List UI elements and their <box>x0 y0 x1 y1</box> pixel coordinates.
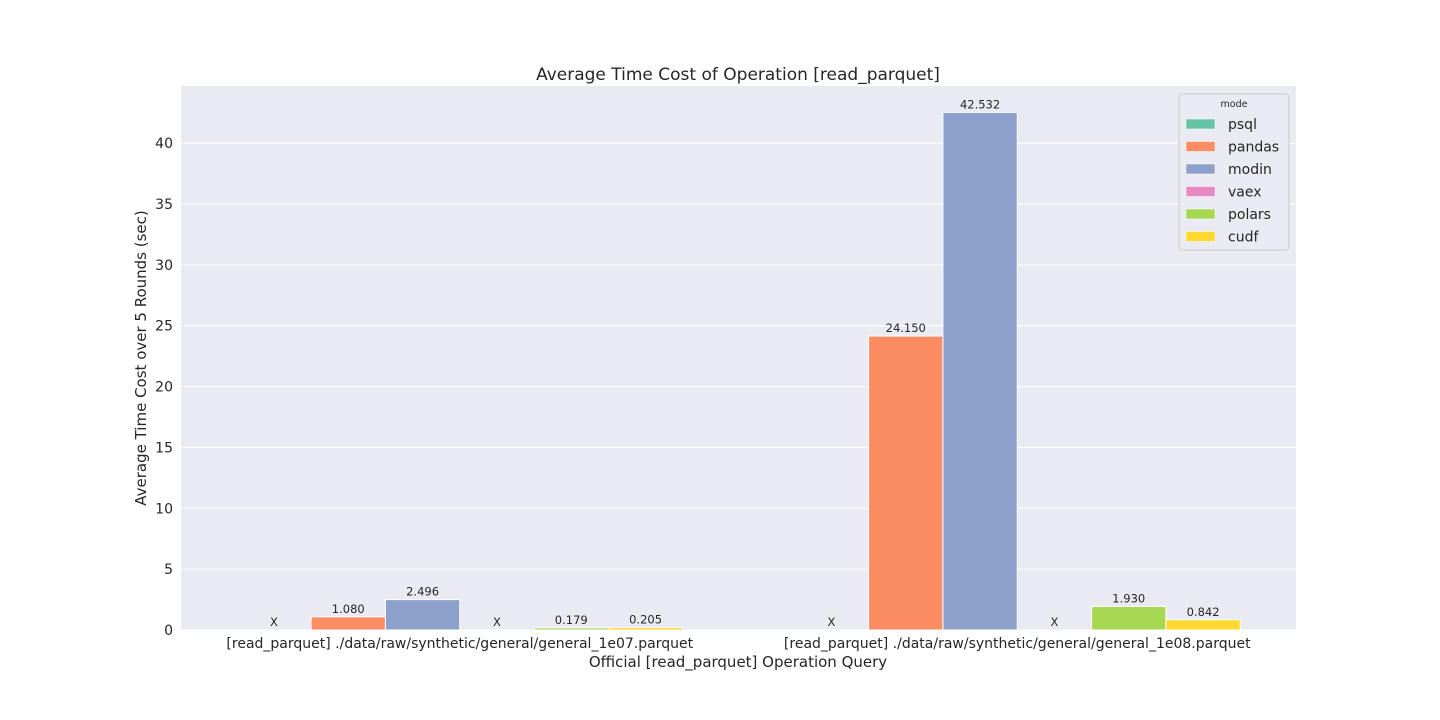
legend-items: psql pandas modin vaex polars cudf <box>1185 117 1279 246</box>
bar-cudf <box>1165 619 1241 631</box>
bar-label: 0.205 <box>629 613 662 627</box>
legend-label-modin: modin <box>1228 162 1272 178</box>
legend: mode psql pandas modin vaex polars cudf <box>1178 93 1290 251</box>
bar-label-missing: X <box>1050 615 1058 629</box>
plot-background <box>181 86 1296 630</box>
x-tick-label: [read_parquet] ./data/raw/synthetic/gene… <box>226 636 693 652</box>
legend-swatch-vaex <box>1185 186 1216 197</box>
x-tick-label: [read_parquet] ./data/raw/synthetic/gene… <box>784 636 1251 652</box>
x-axis-label: Official [read_parquet] Operation Query <box>589 653 887 672</box>
legend-swatch-modin <box>1185 163 1216 175</box>
legend-label-cudf: cudf <box>1228 230 1259 246</box>
bar-label: 1.930 <box>1112 592 1145 606</box>
bar-label: 42.532 <box>960 97 1000 111</box>
x-tick-labels: [read_parquet] ./data/raw/synthetic/gene… <box>226 636 1251 652</box>
legend-label-vaex: vaex <box>1228 185 1262 201</box>
bar-pandas <box>310 616 386 631</box>
y-tick-label: 20 <box>155 380 173 396</box>
y-tick-label: 0 <box>164 623 173 639</box>
legend-swatch-polars <box>1185 208 1216 220</box>
y-tick-label: 10 <box>155 501 173 517</box>
bar-label: 0.179 <box>555 613 588 627</box>
bar-modin <box>942 111 1018 631</box>
bar-label-missing: X <box>493 615 501 629</box>
y-tick-label: 25 <box>155 319 173 335</box>
bar-label: 1.080 <box>332 602 365 616</box>
bar-label: 24.150 <box>886 321 926 335</box>
bar-polars <box>533 627 609 631</box>
y-tick-label: 40 <box>155 136 173 152</box>
bar-polars <box>1091 606 1167 631</box>
legend-swatch-cudf <box>1185 231 1216 242</box>
bars <box>310 111 1241 631</box>
y-tick-label: 30 <box>155 258 173 274</box>
bar-label-missing: X <box>270 615 278 629</box>
bar-labels: X 1.080 2.496 X 0.179 0.205 X 24.150 42.532 X 1.93… <box>270 97 1220 629</box>
y-axis-label: Average Time Cost over 5 Rounds (sec) <box>132 210 150 506</box>
bar-label-missing: X <box>827 615 835 629</box>
bar-pandas <box>868 335 944 631</box>
bar-cudf <box>607 627 684 631</box>
legend-swatch-pandas <box>1185 141 1216 152</box>
grid <box>181 142 1296 631</box>
legend-title: mode <box>1221 99 1248 110</box>
bar-modin <box>384 599 461 631</box>
legend-swatch-psql <box>1185 118 1216 130</box>
legend-label-pandas: pandas <box>1228 140 1279 156</box>
y-tick-label: 15 <box>155 440 173 456</box>
legend-label-psql: psql <box>1228 117 1257 133</box>
y-tick-labels: 0 5 10 15 20 25 30 35 40 <box>155 136 173 639</box>
y-tick-label: 35 <box>155 197 173 213</box>
bar-label: 2.496 <box>406 585 439 599</box>
y-tick-label: 5 <box>164 562 173 578</box>
legend-label-polars: polars <box>1228 207 1271 223</box>
bar-label: 0.842 <box>1187 605 1220 619</box>
chart-title: Average Time Cost of Operation [read_par… <box>536 65 940 85</box>
